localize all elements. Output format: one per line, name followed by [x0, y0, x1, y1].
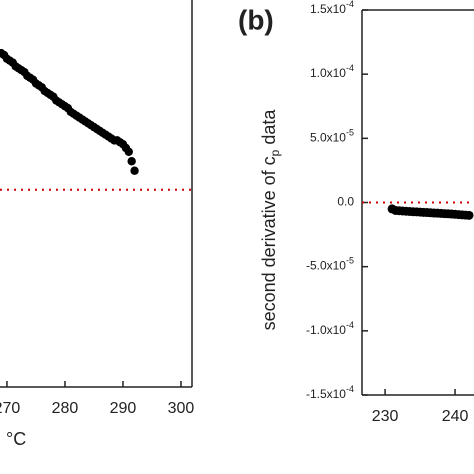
x-tick-label: 300	[168, 400, 195, 417]
y-tick-label-exp: -4	[346, 320, 354, 330]
y-tick-label: 1.5x10-4	[310, 0, 354, 16]
y-tick-label-base: 1.0x10	[310, 66, 346, 80]
data-point	[124, 147, 133, 156]
y-tick-label-exp: -4	[346, 64, 354, 74]
y-axis-label-text: second derivative of c	[259, 156, 279, 330]
y-tick-label-base: 1.5x10	[310, 2, 346, 16]
x-tick-label: 290	[110, 400, 137, 417]
y-tick-label: 5.0x10-5	[310, 128, 354, 145]
y-tick-label: -5.0x10-5	[306, 256, 354, 273]
y-tick-label-exp: -5	[346, 256, 354, 266]
panel-label: (b)	[238, 4, 274, 35]
y-tick-label-exp: -4	[346, 0, 354, 9]
y-tick-label-base: -5.0x10	[306, 259, 346, 273]
y-axis-label: second derivative of cp data	[259, 109, 282, 331]
y-tick-label: -1.5x10-4	[306, 384, 354, 401]
x-tick-label: 240	[442, 408, 469, 425]
y-tick-label: 0.0	[337, 195, 354, 209]
data-point	[127, 157, 136, 166]
data-point	[464, 210, 474, 220]
y-tick-label-base: 5.0x10	[310, 131, 346, 145]
data-point	[130, 166, 139, 175]
y-axis-label-tail: data	[259, 109, 279, 150]
x-tick-label: 280	[52, 400, 79, 417]
y-tick-label-exp: -5	[346, 128, 354, 138]
y-tick-label: -1.0x10-4	[306, 320, 354, 337]
y-tick-label-base: 0.0	[337, 195, 354, 209]
y-tick-label-exp: -4	[346, 384, 354, 394]
x-axis-label: °C	[6, 429, 26, 449]
y-tick-label-base: -1.0x10	[306, 323, 346, 337]
x-tick-label: 230	[372, 408, 399, 425]
y-axis-label-sub: p	[268, 149, 282, 156]
y-tick-label-base: -1.5x10	[306, 387, 346, 401]
x-tick-label: 270	[0, 400, 20, 417]
y-tick-label: 1.0x10-4	[310, 64, 354, 81]
